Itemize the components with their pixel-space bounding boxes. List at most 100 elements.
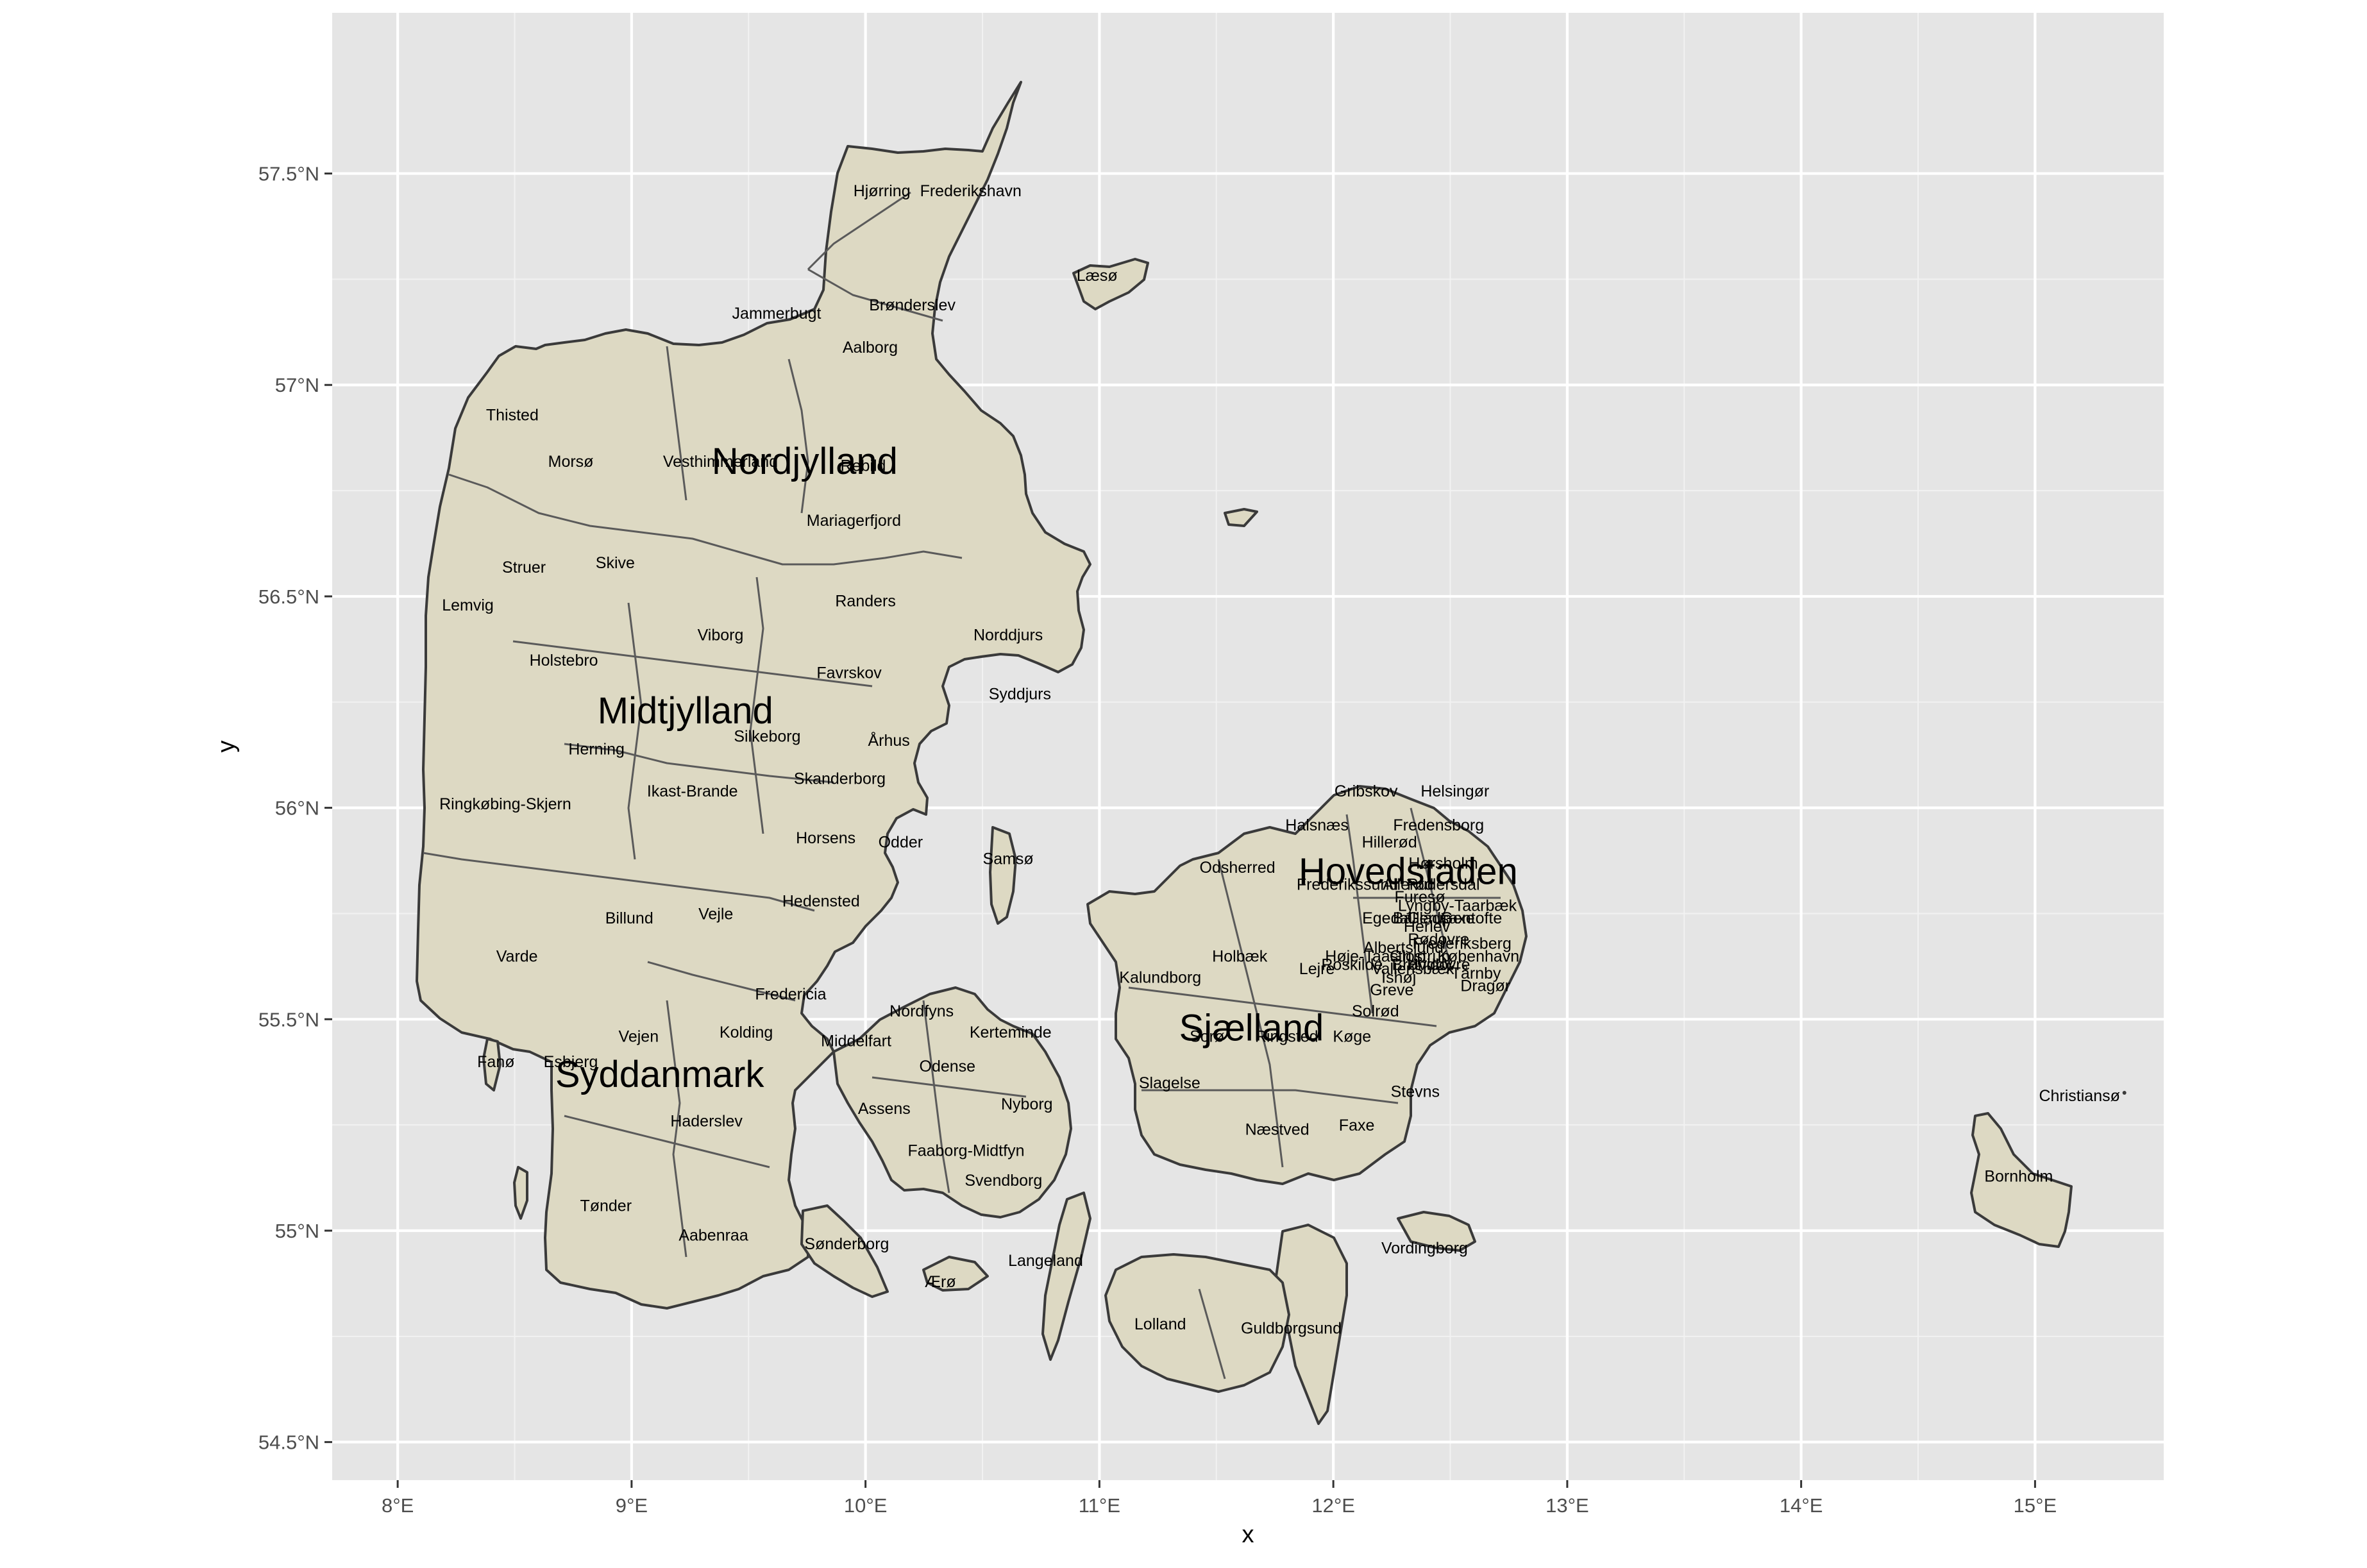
y-tick-label: 54.5°N (258, 1431, 319, 1454)
admin-borders (423, 191, 1501, 1379)
muni-border-17 (1345, 814, 1374, 1014)
municipality-label: Albertslund (1363, 939, 1444, 957)
municipality-label: Gribskov (1335, 782, 1398, 800)
municipality-label: Skive (596, 554, 635, 572)
municipality-label: Næstved (1245, 1121, 1310, 1139)
langeland-island (1041, 1192, 1091, 1361)
municipality-label: Læsø (1077, 267, 1118, 285)
municipality-label: Nordfyns (889, 1002, 954, 1020)
muni-border-4 (807, 268, 943, 322)
romo-island (513, 1166, 528, 1220)
municipality-label: Faxe (1339, 1117, 1375, 1134)
municipality-label: Ikast-Brande (647, 782, 738, 800)
municipality-label: Ballerup (1393, 909, 1452, 927)
municipality-label: Langeland (1008, 1252, 1083, 1270)
municipality-label: Stevns (1391, 1083, 1440, 1100)
municipality-label: Vallensbæk (1372, 960, 1454, 978)
municipality-label: Christiansø (2039, 1087, 2119, 1105)
municipality-label: Lemvig (442, 596, 494, 614)
municipality-label: Brøndby (1392, 956, 1453, 974)
municipality-label: Assens (858, 1100, 911, 1118)
region-label: Nordjylland (712, 441, 898, 482)
laeso-island (1072, 258, 1149, 310)
municipality-label: Rudersdal (1407, 875, 1480, 893)
municipality-label: Randers (835, 593, 896, 611)
fano-island (482, 1038, 501, 1092)
region-label: Midtjylland (598, 690, 773, 732)
municipality-label: Vesthimmerland (663, 453, 778, 471)
municipality-label: Guldborgsund (1241, 1320, 1342, 1338)
bornholm-island (1970, 1112, 2073, 1248)
municipality-label: Middelfart (821, 1032, 891, 1050)
municipality-label: Lyngby-Taarbæk (1398, 897, 1517, 915)
municipality-label: Gentofte (1440, 909, 1502, 927)
x-tick-label: 12°E (1311, 1494, 1355, 1517)
municipality-label: Holstebro (530, 652, 598, 670)
x-tick-label: 8°E (382, 1494, 414, 1517)
anholt-island (1224, 508, 1258, 527)
jutland-landmass (416, 81, 1091, 1310)
municipality-label: Aabenraa (678, 1227, 748, 1245)
municipality-label: Herning (568, 740, 625, 758)
x-tick-label: 9°E (616, 1494, 648, 1517)
municipality-label: Tårnby (1451, 965, 1501, 982)
municipality-label: Roskilde (1321, 956, 1383, 974)
municipality-label: Jammerbugt (732, 305, 821, 323)
x-tick-label: 11°E (1079, 1494, 1120, 1517)
municipality-label: Viborg (698, 626, 744, 644)
municipality-label: Billund (605, 909, 653, 927)
municipality-label: Greve (1370, 981, 1413, 999)
municipality-label: Herlev (1404, 918, 1451, 936)
municipality-label: Frederikshavn (920, 182, 1022, 200)
muni-border-13 (872, 1076, 1027, 1098)
municipality-label: Helsingør (1420, 782, 1489, 800)
municipality-label: Glostrup (1390, 947, 1450, 965)
municipality-label: Fredensborg (1393, 816, 1484, 834)
municipality-label: Favrskov (816, 664, 882, 682)
region-label: Sjælland (1179, 1007, 1324, 1049)
municipality-label: Esbjerg (544, 1053, 598, 1071)
muni-border-20 (1198, 1288, 1226, 1379)
municipality-label: Ringsted (1255, 1028, 1318, 1046)
y-tick-label: 55.5°N (258, 1008, 319, 1031)
municipality-label: Lejre (1299, 960, 1335, 978)
christianso-point (2122, 1090, 2127, 1095)
landmass-layer (416, 81, 2073, 1425)
municipality-label: Hillerød (1362, 833, 1417, 851)
municipality-label: Allerød (1383, 875, 1433, 893)
municipality-label: Mariagerfjord (807, 512, 901, 530)
municipality-label: Hjørring (854, 182, 911, 200)
municipality-label: Dragør (1460, 977, 1510, 995)
muni-border-3 (807, 191, 911, 271)
mon-island (1397, 1211, 1476, 1252)
y-axis-title: y (213, 741, 240, 753)
muni-border-1 (788, 358, 809, 514)
municipality-label: Holbæk (1212, 947, 1268, 965)
municipality-label: Tønder (580, 1197, 632, 1215)
municipality-label: Hørsholm (1408, 854, 1478, 872)
zealand-landmass (1086, 785, 1528, 1185)
municipality-label: Bornholm (1984, 1167, 2053, 1185)
axes-layer: 8°E 9°E 10°E 11°E 12°E 13°E 14°E 15°E 54.5°N 55°N… (213, 163, 2057, 1548)
municipality-label: Silkeborg (734, 728, 800, 746)
municipality-label: Horsens (796, 829, 855, 847)
municipality-label: Faaborg-Midtfyn (907, 1142, 1024, 1160)
samso-island (989, 826, 1017, 925)
municipality-label: Aalborg (843, 339, 898, 357)
als-island (800, 1204, 889, 1298)
y-tick-label: 56°N (275, 797, 319, 820)
municipality-label: Odder (879, 833, 923, 851)
municipality-label: Nyborg (1001, 1095, 1053, 1113)
municipality-label: Vejen (619, 1028, 659, 1046)
municipality-label: Ishøj (1381, 968, 1416, 986)
municipality-label: Lolland (1134, 1315, 1186, 1333)
municipality-label: Kerteminde (970, 1024, 1052, 1041)
municipality-label: København (1437, 947, 1519, 965)
region-label: Hovedstaden (1299, 851, 1518, 893)
municipality-label: Haderslev (670, 1113, 743, 1131)
municipality-label: Rødovre (1408, 931, 1469, 948)
municipality-label: Syddjurs (989, 686, 1051, 704)
municipality-label: Kalundborg (1119, 968, 1201, 986)
municipality-label: Århus (868, 730, 909, 750)
municipality-label: Furesø (1394, 888, 1445, 906)
